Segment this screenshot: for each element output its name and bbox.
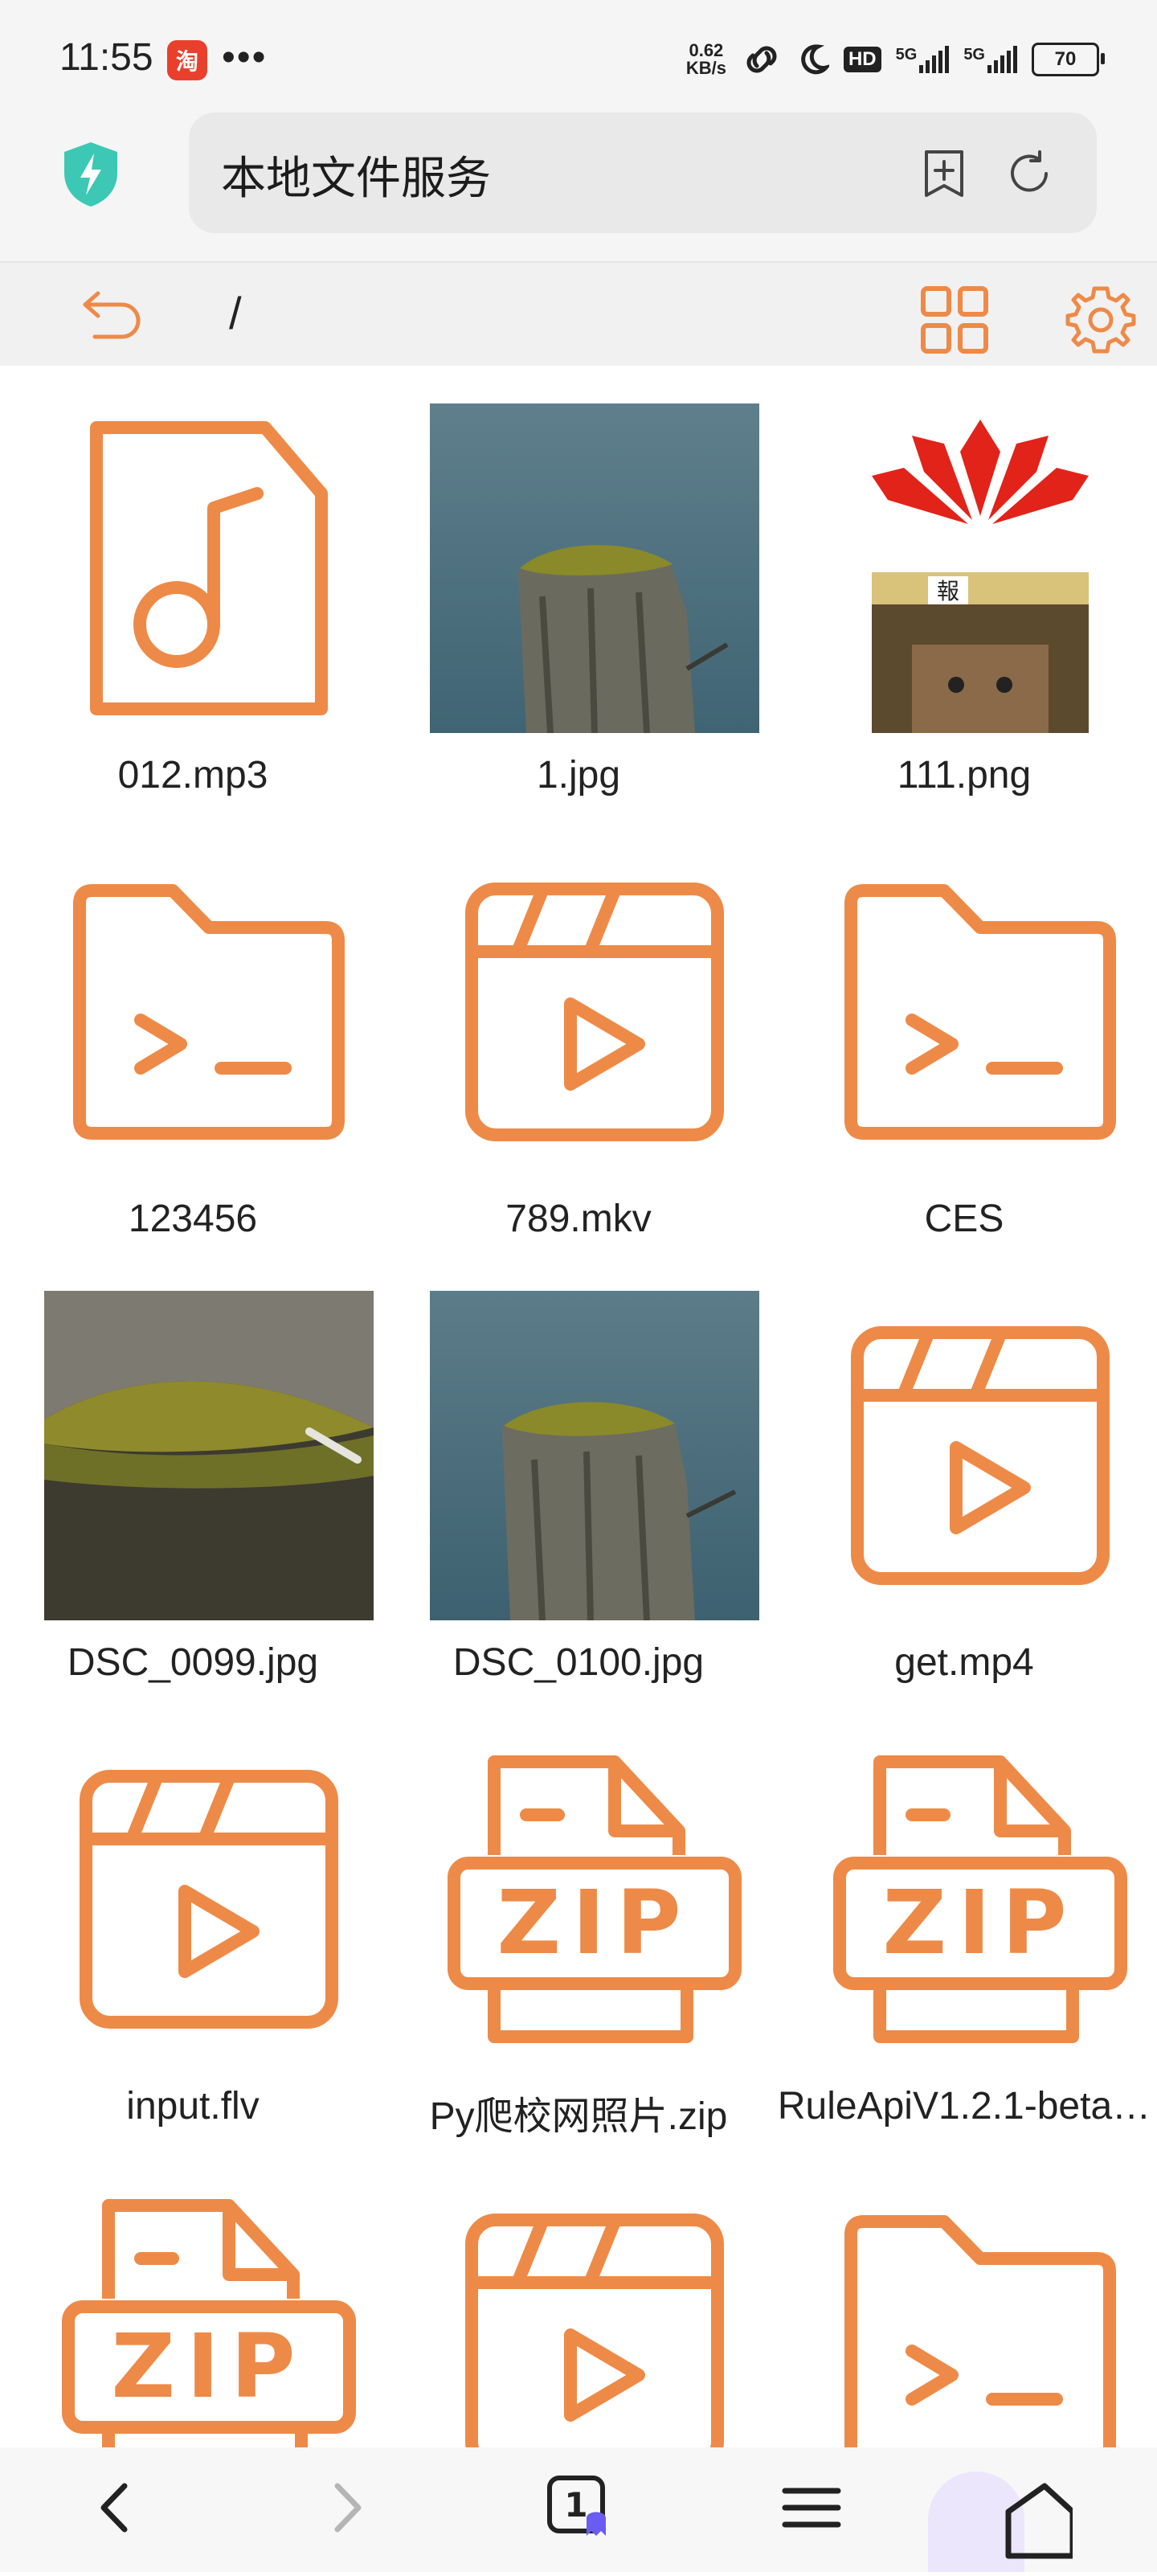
file-item[interactable]: 012.mp3: [0, 366, 386, 809]
network-speed: 0.62 KB/s: [686, 42, 726, 77]
folder-terminal-icon: [816, 847, 1145, 1177]
svg-text:報: 報: [937, 578, 959, 604]
file-toolbar: /: [0, 263, 1157, 366]
file-item[interactable]: input.flv: [0, 1697, 386, 2140]
file-item[interactable]: 123456: [0, 809, 386, 1253]
image-thumbnail: 報: [816, 403, 1145, 733]
back-arrow-icon[interactable]: [80, 287, 145, 347]
file-item[interactable]: DSC_0100.jpg: [386, 1253, 771, 1697]
page-title: 本地文件服务: [221, 153, 491, 203]
url-field[interactable]: 本地文件服务: [189, 113, 1097, 233]
file-name: get.mp4: [894, 1641, 1034, 1684]
video-clapper-icon: [430, 2178, 759, 2447]
status-time: 11:55: [59, 36, 153, 79]
zip-file-icon: ZIP: [44, 2178, 374, 2447]
video-clapper-icon: [430, 847, 759, 1177]
file-grid: 012.mp3 1.jpg 報 111.png 123456 789.mkv C…: [0, 366, 1157, 2447]
svg-text:ZIP: ZIP: [111, 2315, 306, 2418]
file-item[interactable]: ZIP: [0, 2140, 386, 2447]
file-name: DSC_0099.jpg: [67, 1641, 319, 1684]
file-item[interactable]: [386, 2140, 771, 2447]
file-name: 012.mp3: [117, 754, 268, 797]
svg-text:ZIP: ZIP: [497, 1871, 692, 1974]
grid-view-icon[interactable]: [920, 285, 989, 358]
add-bookmark-icon[interactable]: [920, 149, 968, 204]
current-path: /: [229, 288, 242, 338]
signal-label-2: 5G: [963, 46, 985, 63]
status-bar: 11:55 淘 ••• 0.62 KB/s HD 5G 5G 70: [0, 0, 1157, 109]
signal-label-1: 5G: [895, 46, 918, 63]
reload-icon[interactable]: [1004, 149, 1054, 203]
signal-bars-icon: [919, 46, 950, 73]
zip-file-icon: ZIP: [430, 1734, 759, 2064]
file-name: 123456: [128, 1198, 258, 1240]
signal-5g-1: 5G: [896, 46, 950, 73]
video-clapper-icon: [816, 1291, 1145, 1620]
folder-terminal-icon: [816, 2178, 1145, 2447]
audio-file-icon: [44, 403, 374, 733]
file-item[interactable]: 1.jpg: [386, 366, 771, 809]
file-name: 1.jpg: [536, 754, 621, 797]
file-name: CES: [924, 1198, 1004, 1240]
taobao-app-icon: 淘: [167, 40, 207, 80]
svg-text:ZIP: ZIP: [882, 1871, 1077, 1974]
file-name: RuleApiV1.2.1-beta…: [777, 2085, 1151, 2128]
file-item[interactable]: ZIP RuleApiV1.2.1-beta…: [771, 1697, 1157, 2140]
image-thumbnail: [44, 1291, 374, 1620]
image-thumbnail: [430, 1291, 759, 1620]
signal-bars-icon: [987, 46, 1017, 73]
more-notifications-icon: •••: [222, 36, 268, 79]
video-clapper-icon: [44, 1734, 374, 2064]
battery-indicator: 70: [1032, 43, 1105, 76]
status-indicators: 0.62 KB/s HD 5G 5G 70: [686, 42, 1105, 77]
zip-file-icon: ZIP: [816, 1734, 1145, 2064]
file-name: Py爬校网照片.zip: [429, 2095, 728, 2138]
moon-icon: [801, 44, 829, 75]
file-item[interactable]: ZIP Py爬校网照片.zip: [386, 1697, 771, 2140]
menu-icon[interactable]: [775, 2472, 848, 2548]
hd-badge: HD: [843, 47, 881, 72]
nav-forward-icon[interactable]: [321, 2472, 370, 2548]
file-item[interactable]: 報 111.png: [771, 366, 1157, 809]
file-name: DSC_0100.jpg: [452, 1641, 705, 1684]
folder-terminal-icon: [44, 847, 374, 1177]
file-item[interactable]: CES: [771, 809, 1157, 1253]
tab-count: 1: [564, 2485, 587, 2525]
address-bar: 本地文件服务: [0, 109, 1157, 263]
link-icon: [746, 46, 777, 73]
ghost-assistant-icon[interactable]: [912, 2463, 1076, 2576]
speed-unit: KB/s: [685, 58, 726, 78]
file-item[interactable]: get.mp4: [771, 1253, 1157, 1697]
settings-gear-icon[interactable]: [1065, 284, 1137, 360]
nav-back-icon[interactable]: [92, 2472, 141, 2548]
signal-5g-2: 5G: [963, 46, 1017, 73]
file-item[interactable]: 789.mkv: [386, 809, 771, 1253]
speed-value: 0.62: [689, 40, 724, 60]
file-name: 111.png: [897, 754, 1032, 797]
tabs-button[interactable]: 1: [543, 2472, 615, 2548]
shield-bolt-icon[interactable]: [61, 141, 121, 212]
file-item[interactable]: DSC_0099.jpg: [0, 1253, 386, 1697]
file-name: 789.mkv: [505, 1198, 652, 1240]
file-name: input.flv: [126, 2085, 260, 2128]
image-thumbnail: [430, 403, 759, 733]
file-item[interactable]: [771, 2140, 1157, 2447]
browser-bottom-nav: 1: [0, 2447, 1157, 2572]
